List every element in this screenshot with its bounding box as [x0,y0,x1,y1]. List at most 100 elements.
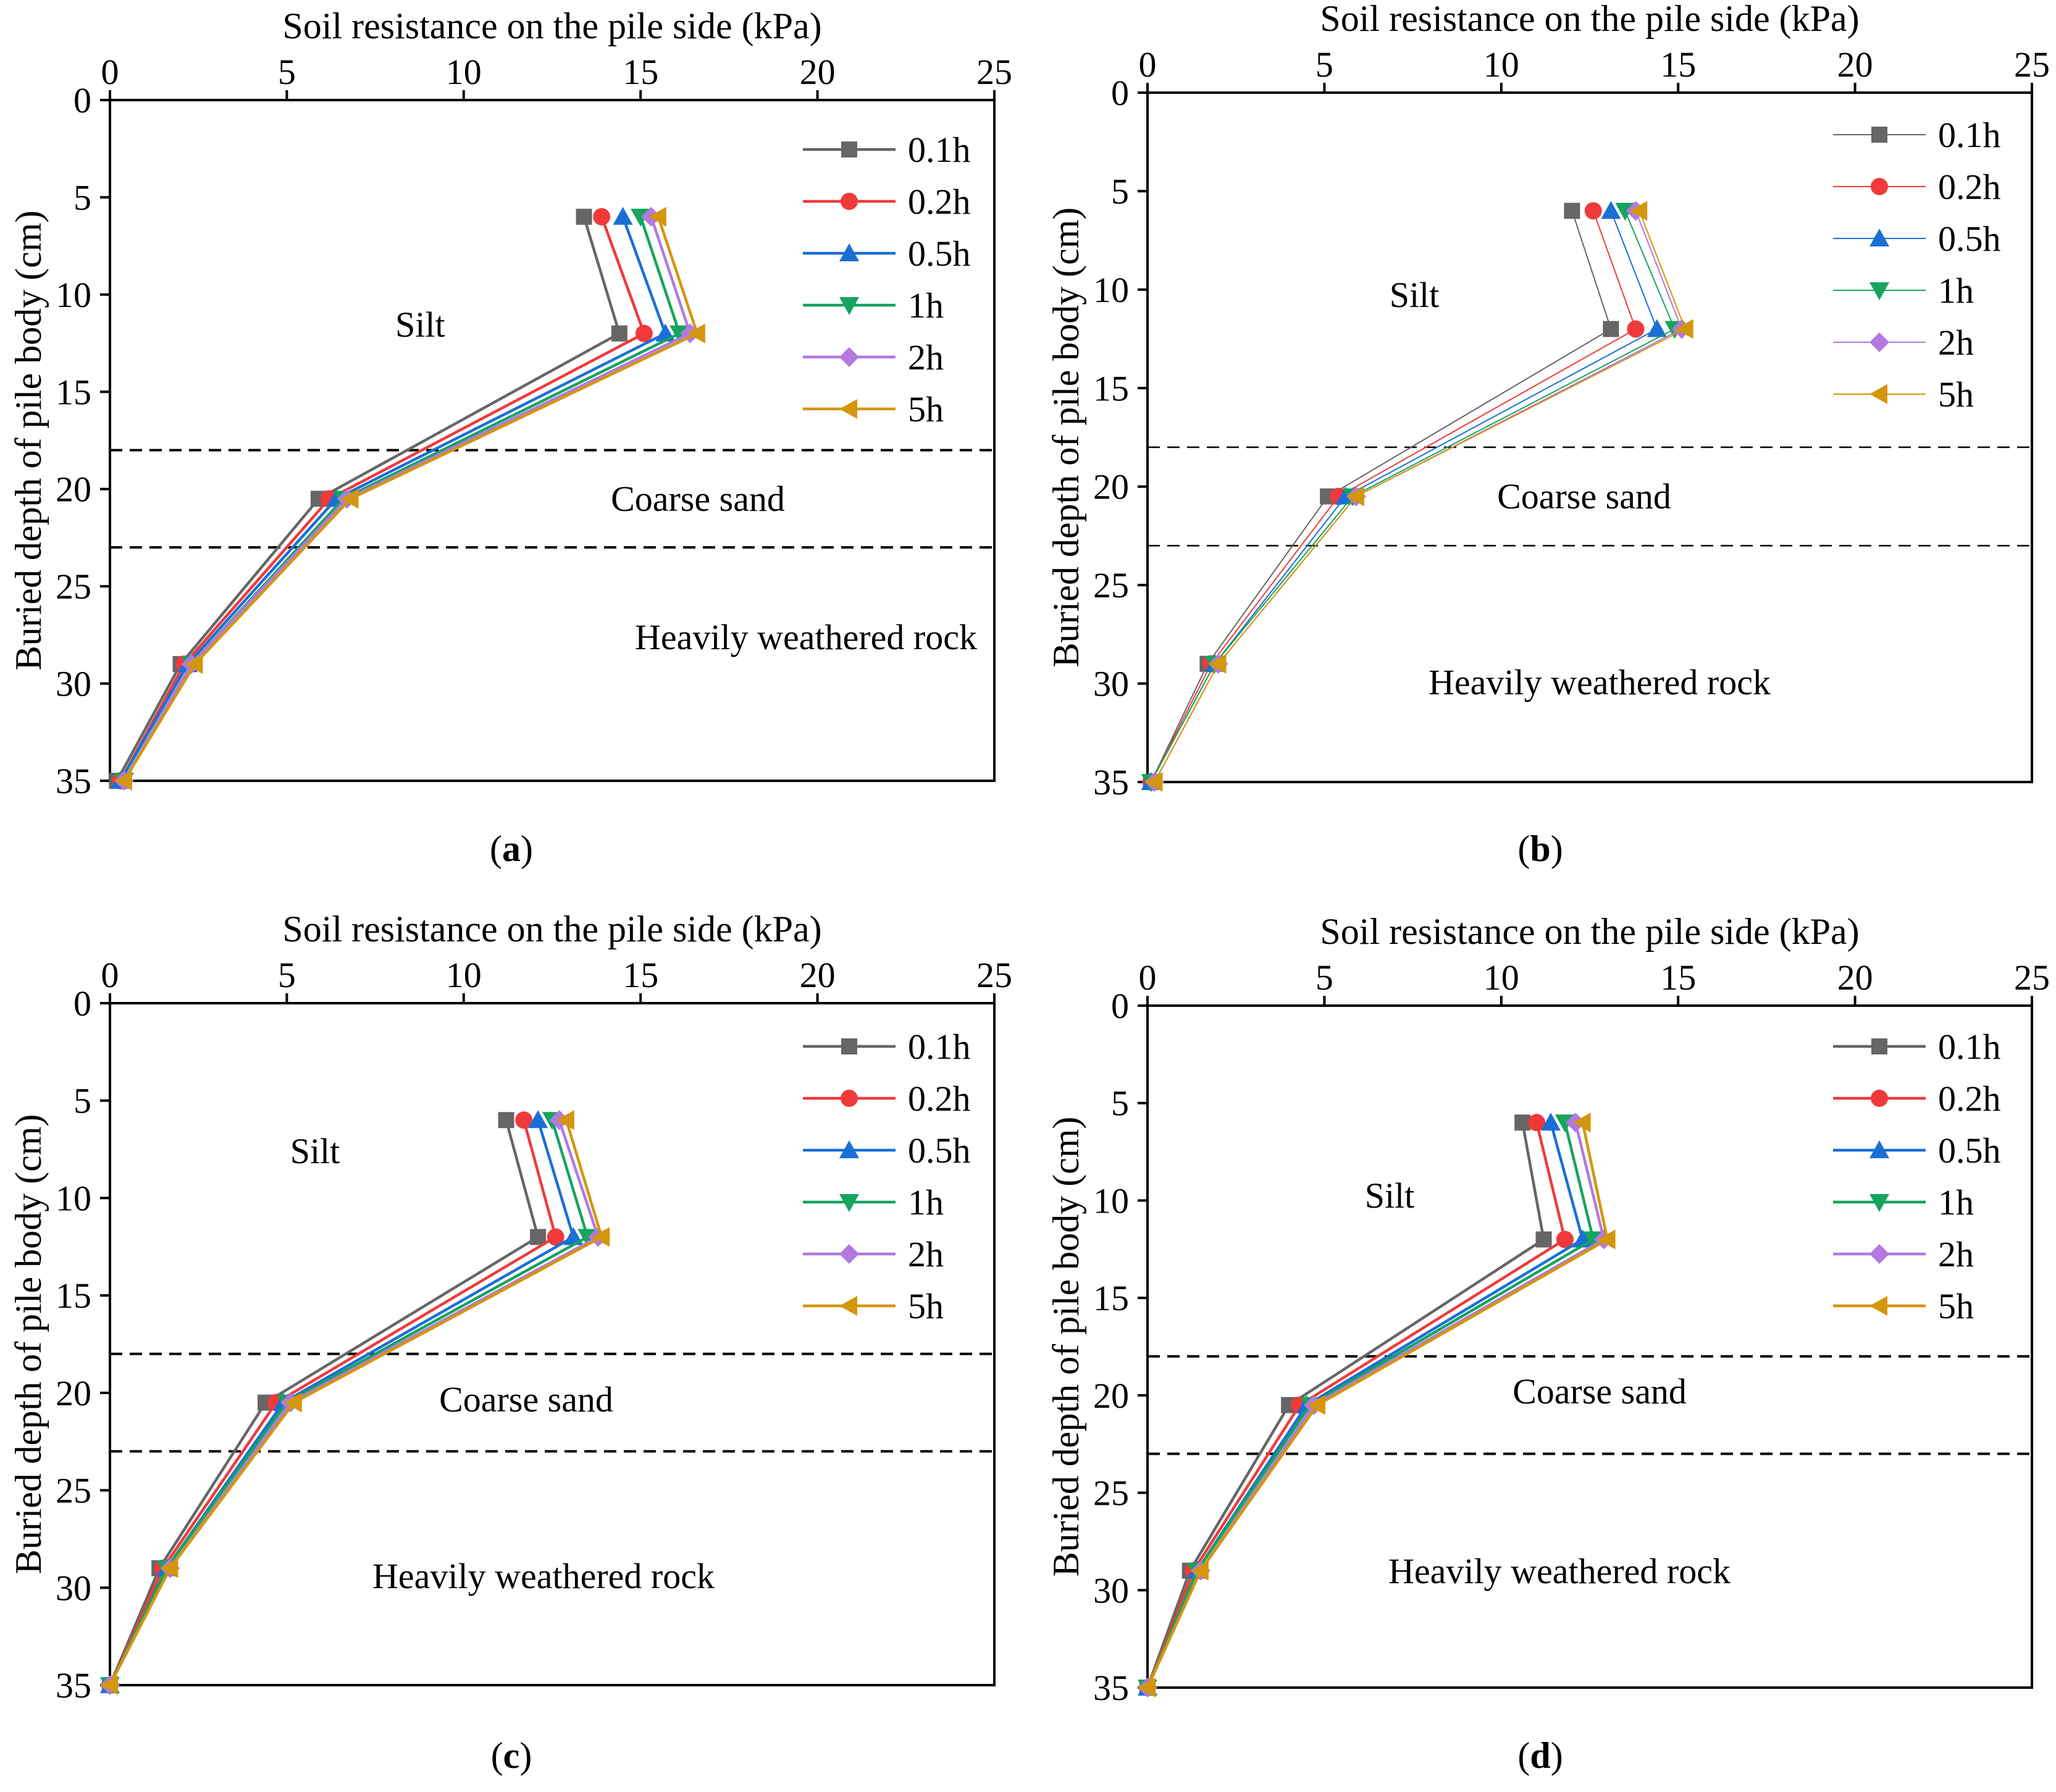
legend: 0.1h 0.2h 0.5h 1h 2h 5h [803,130,971,429]
data-point-0-2h [1556,1230,1574,1248]
data-point-5h [340,489,359,509]
x-tick-label: 20 [800,955,836,995]
data-point-5h [1208,654,1227,674]
legend-label: 2h [1938,322,1974,363]
x-tick-label: 15 [1660,957,1696,998]
data-point-0-1h [1535,1231,1552,1248]
series-line-0-1h [1146,1122,1545,1688]
y-tick-label: 25 [56,566,91,607]
x-tick-label: 5 [278,955,296,995]
data-point-5h [1629,201,1648,221]
legend-label: 5h [1938,374,1974,414]
data-point-0-5h [613,206,633,225]
data-point-5h [1307,1395,1325,1415]
legend-label: 2h [908,337,944,377]
y-tick-label: 35 [1093,762,1129,802]
legend-swatch-marker [1869,1140,1889,1158]
legend-swatch-marker [1869,229,1889,246]
data-point-0-2h [515,1111,533,1129]
data-point-0-1h [530,1229,547,1245]
layer-label: Coarse sand [1497,476,1671,516]
legend-label: 1h [908,285,944,326]
legend-swatch-marker [1869,1244,1889,1264]
legend-label: 0.2h [1938,1079,2001,1119]
plot-frame [1146,91,2033,783]
data-point-0-1h [576,208,592,225]
y-tick-label: 25 [56,1471,91,1511]
data-point-5h [1190,1560,1209,1581]
data-point-0-1h [1603,321,1619,337]
data-point-0-1h [1564,203,1580,219]
legend-label: 5h [908,389,944,429]
x-tick-label: 15 [623,52,658,92]
legend-label: 0.2h [908,1079,971,1119]
y-tick-label: 10 [1093,1180,1129,1221]
data-point-0-5h [1647,319,1667,337]
legend-swatch-marker [1871,1038,1887,1054]
y-tick-label: 10 [56,1178,91,1218]
data-point-0-5h [528,1110,548,1129]
x-tick-label: 0 [1139,957,1157,998]
legend-label: 2h [1938,1234,1974,1274]
layer-label: Heavily weathered rock [372,1556,715,1596]
legend-swatch-marker [1871,127,1887,143]
y-tick-label: 20 [1093,1376,1129,1416]
plot-frame [109,1002,996,1686]
chart-panel-a: 0 5 10 15 20 25 0 5 10 15 20 25 30 35 Soil resistance … [8,6,1012,869]
panel-caption: (c) [491,1735,532,1776]
legend-swatch-marker [1869,1194,1889,1212]
data-point-5h [1572,1113,1591,1133]
y-tick-label: 15 [56,372,91,412]
data-point-5h [283,1392,302,1413]
y-axis-title: Buried depth of pile body (cm) [8,1114,49,1575]
y-tick-label: 25 [1093,565,1129,605]
x-tick-label: 0 [101,955,119,995]
data-point-5h [185,654,203,675]
legend-swatch-marker [1869,282,1889,300]
data-point-0-2h [547,1228,564,1246]
x-tick-label: 20 [800,52,836,92]
caption-letter: c [503,1735,520,1776]
layer-label: Silt [290,1131,340,1171]
data-point-5h [1675,319,1693,339]
legend-label: 5h [1938,1286,1974,1326]
series-line-2h [122,216,692,782]
layer-label: Coarse sand [611,479,785,519]
y-tick-label: 30 [56,664,91,704]
legend: 0.1h 0.2h 0.5h 1h 2h 5h [1833,115,2001,414]
data-point-5h [648,206,666,227]
legend-swatch-marker [839,297,859,315]
y-tick-label: 20 [56,469,91,510]
data-point-5h [1346,486,1364,507]
x-tick-label: 25 [976,52,1012,92]
x-axis-title: Soil resistance on the pile side (kPa) [282,6,821,46]
data-point-5h [100,1675,118,1695]
layer-label: Heavily weathered rock [1388,1551,1731,1591]
y-tick-label: 20 [1093,467,1129,507]
layer-label: Heavily weathered rock [1429,662,1771,702]
x-tick-label: 15 [623,955,658,995]
caption-letter: d [1530,1735,1550,1776]
x-axis-title: Soil resistance on the pile side (kPa) [282,909,821,949]
legend-swatch-marker [841,193,858,210]
plot-frame [109,99,996,782]
legend-label: 2h [908,1234,944,1274]
series-line-0-5h [119,216,667,782]
data-point-0-2h [593,208,611,225]
y-tick-label: 10 [1093,270,1129,310]
y-axis-title: Buried depth of pile body (cm) [1046,1117,1086,1577]
y-axis-title: Buried depth of pile body (cm) [8,211,49,671]
caption-letter: b [1530,828,1550,869]
x-tick-label: 0 [1139,44,1157,85]
y-tick-label: 20 [56,1373,91,1413]
x-axis-title: Soil resistance on the pile side (kPa) [1320,911,1859,952]
x-tick-label: 20 [1837,44,1873,85]
legend-swatch-marker [1869,384,1887,404]
legend-swatch-marker [1869,1296,1887,1316]
caption-paren-close: ) [1551,1735,1563,1776]
y-tick-label: 30 [56,1568,91,1608]
legend-label: 0.1h [908,1027,971,1067]
y-tick-label: 15 [56,1276,91,1316]
legend-swatch-marker [841,1090,858,1107]
